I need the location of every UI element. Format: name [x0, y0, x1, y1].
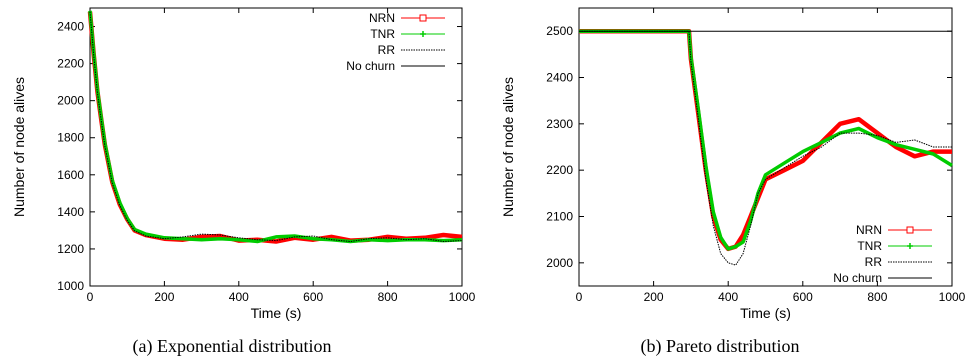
- chart-panel-exponential: 0 200 400 600 800 1000 1000 1200 1400 1600 1800 200…: [11, 7, 476, 357]
- series-line-nrn: [87, 11, 463, 244]
- y-tick-label: 1000: [57, 279, 84, 293]
- x-tick-label: 0: [576, 290, 583, 304]
- x-tick-label: 200: [644, 290, 664, 304]
- legend-label: No churn: [833, 271, 882, 285]
- series-line-tnr: [88, 10, 463, 244]
- legend-label: NRN: [369, 11, 395, 25]
- chart-panel-pareto: 0 200 400 600 800 1000 2000 2100 2200 2300 2400 250…: [500, 7, 966, 357]
- x-tick-label: 200: [154, 290, 174, 304]
- series-line-rr: [89, 11, 463, 242]
- legend-label: TNR: [857, 239, 882, 253]
- x-tick-label: 600: [303, 290, 323, 304]
- y-tick-label: 2000: [546, 256, 573, 270]
- x-tick-label: 800: [378, 290, 398, 304]
- legend-marker-square: [906, 226, 914, 234]
- x-tick-label: 1000: [939, 290, 966, 304]
- y-tick-label: 2200: [57, 57, 84, 71]
- figure-caption: (b) Pareto distribution: [641, 336, 800, 357]
- legend-label: No churn: [346, 59, 395, 73]
- y-tick-label: 1200: [57, 242, 84, 256]
- series-line-nrn: [579, 28, 952, 252]
- series-line-tnr: [579, 29, 953, 251]
- legend-label: TNR: [370, 27, 395, 41]
- y-tick-label: 2100: [546, 210, 573, 224]
- x-tick-label: 600: [793, 290, 813, 304]
- figure-caption: (a) Exponential distribution: [133, 336, 332, 357]
- y-tick-label: 1800: [57, 131, 84, 145]
- x-tick-label: 1000: [449, 290, 476, 304]
- x-axis-label: Time (s): [251, 305, 302, 321]
- y-tick-label: 1400: [57, 205, 84, 219]
- x-tick-label: 800: [867, 290, 887, 304]
- y-tick-label: 2400: [57, 20, 84, 34]
- x-tick-label: 0: [87, 290, 94, 304]
- y-tick-label: 1600: [57, 168, 84, 182]
- legend-marker-square: [419, 14, 427, 22]
- y-axis-label: Number of node alives: [11, 77, 27, 217]
- y-axis-label: Number of node alives: [500, 77, 516, 217]
- y-tick-label: 2200: [546, 163, 573, 177]
- series-line-rr: [579, 30, 952, 266]
- y-tick-label: 2500: [546, 24, 573, 38]
- x-tick-label: 400: [718, 290, 738, 304]
- x-tick-label: 400: [229, 290, 249, 304]
- legend-label: RR: [378, 43, 396, 57]
- y-tick-label: 2300: [546, 117, 573, 131]
- legend-label: RR: [865, 255, 883, 269]
- x-axis-label: Time (s): [740, 305, 791, 321]
- legend-label: NRN: [856, 223, 882, 237]
- y-tick-label: 2000: [57, 94, 84, 108]
- y-tick-label: 2400: [546, 71, 573, 85]
